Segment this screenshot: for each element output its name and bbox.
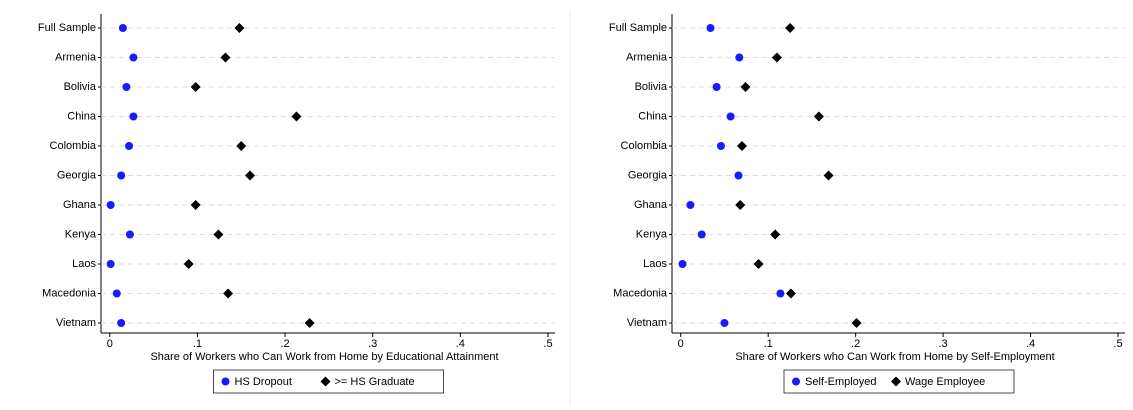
dot — [125, 230, 134, 239]
dot — [118, 24, 127, 32]
y-tick-label: Ghana — [63, 199, 97, 211]
dot — [716, 142, 725, 150]
x-tick-label: .5 — [543, 338, 552, 350]
y-tick-label: Full Sample — [609, 22, 667, 34]
x-tick-label: .5 — [1113, 338, 1122, 350]
x-tick-label: .2 — [851, 338, 860, 350]
dot — [735, 200, 746, 210]
dot — [770, 229, 781, 240]
legend-marker — [891, 376, 901, 387]
dot — [734, 171, 743, 180]
legend-marker — [320, 376, 331, 387]
y-tick-label: Bolivia — [635, 81, 668, 93]
y-tick-label: Colombia — [50, 140, 97, 152]
y-tick-label: Laos — [72, 258, 96, 270]
y-tick-label: Kenya — [636, 228, 668, 240]
dot — [851, 318, 862, 328]
dot — [771, 52, 782, 63]
y-tick-label: Armenia — [55, 51, 97, 63]
y-tick-label: Georgia — [628, 169, 668, 181]
dot — [304, 318, 315, 328]
y-tick-label: Vietnam — [56, 317, 96, 329]
y-tick-label: Laos — [643, 258, 667, 270]
dot — [190, 82, 201, 92]
dot — [823, 170, 834, 181]
dot — [190, 200, 201, 210]
dot — [753, 259, 764, 269]
dot — [726, 112, 735, 121]
dot — [785, 288, 796, 299]
dot — [112, 289, 121, 298]
dot — [117, 319, 126, 327]
dot — [735, 53, 744, 62]
dot — [234, 23, 245, 33]
dot — [776, 289, 785, 298]
y-tick-label: Armenia — [626, 51, 668, 63]
x-tick-label: .2 — [280, 338, 289, 350]
dot — [183, 259, 194, 269]
dot — [122, 83, 131, 91]
y-tick-label: Macedonia — [613, 287, 668, 299]
dot — [129, 53, 138, 62]
dot — [245, 170, 255, 181]
dot — [106, 260, 115, 268]
x-tick-label: .3 — [939, 338, 948, 350]
dot — [106, 201, 115, 209]
dot — [213, 229, 224, 240]
x-tick-label: .3 — [368, 338, 377, 350]
dot — [291, 111, 302, 122]
legend-marker — [792, 377, 800, 386]
x-tick-label: 0 — [678, 338, 684, 350]
x-tick-label: .1 — [193, 338, 202, 350]
dot — [236, 141, 247, 151]
dot — [223, 288, 234, 299]
legend-label: Self-Employed — [805, 376, 877, 388]
dot — [678, 260, 687, 268]
y-tick-label: Full Sample — [38, 22, 96, 34]
y-tick-label: Georgia — [57, 169, 97, 181]
legend-marker — [221, 377, 230, 386]
dot — [697, 230, 706, 239]
x-axis-title: Share of Workers who Can Work from Home … — [150, 351, 498, 363]
y-tick-label: China — [638, 110, 668, 122]
y-tick-label: Colombia — [621, 140, 668, 152]
y-tick-label: Vietnam — [627, 317, 667, 329]
y-tick-label: Macedonia — [42, 287, 97, 299]
dot — [125, 142, 134, 150]
dot — [117, 171, 126, 180]
legend-label: Wage Employee — [905, 376, 985, 388]
dot — [686, 201, 695, 209]
dot — [736, 141, 747, 151]
dot — [720, 319, 729, 327]
x-axis-title: Share of Workers who Can Work from Home … — [735, 351, 1054, 363]
x-tick-label: 0 — [107, 338, 113, 350]
x-tick-label: .1 — [764, 338, 773, 350]
y-tick-label: China — [67, 110, 97, 122]
dot — [712, 83, 721, 91]
y-tick-label: Bolivia — [64, 81, 97, 93]
dot — [813, 111, 824, 122]
y-tick-label: Kenya — [65, 228, 97, 240]
legend-label: HS Dropout — [235, 376, 292, 388]
x-tick-label: .4 — [1026, 338, 1035, 350]
dot — [740, 82, 751, 92]
dot — [785, 23, 796, 33]
dot — [706, 24, 715, 32]
legend-label: >= HS Graduate — [335, 376, 415, 388]
y-tick-label: Ghana — [634, 199, 668, 211]
dot — [220, 52, 231, 63]
x-tick-label: .4 — [456, 338, 465, 350]
dot — [129, 112, 138, 121]
